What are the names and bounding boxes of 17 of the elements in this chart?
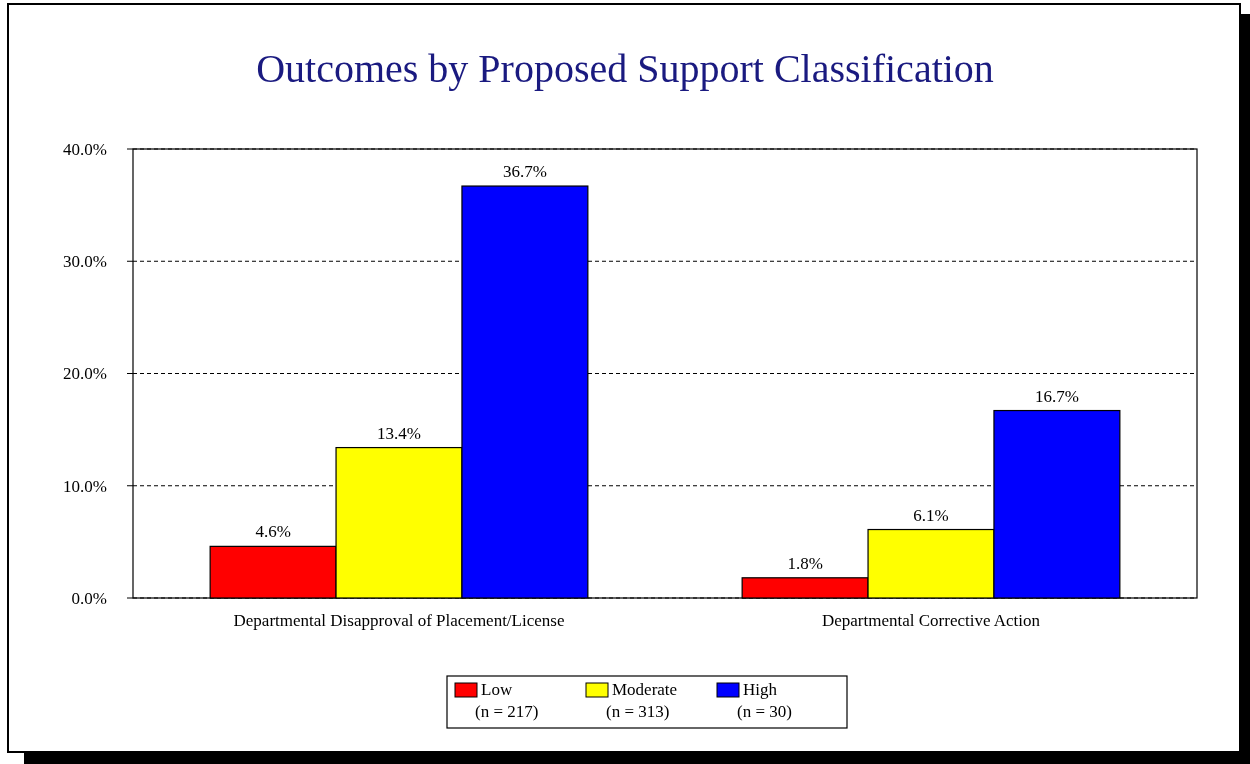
text: 16.7%: [1034, 386, 1079, 406]
legend-label: Moderate (n = 313): [606, 680, 678, 721]
text: 4.6%: [255, 522, 291, 542]
text: 6.1%: [913, 505, 949, 525]
chart-title: Outcomes by Proposed Support Classification: [256, 46, 994, 91]
y-tick-label: 0.0%: [71, 588, 107, 608]
legend-label: Low (n = 217): [475, 680, 539, 721]
legend-label: High (n = 30): [737, 680, 792, 721]
text: 36.7%: [502, 162, 547, 182]
y-tick-label: 10.0%: [63, 476, 107, 496]
y-tick-label: 30.0%: [63, 252, 107, 272]
y-tick-label: 20.0%: [63, 364, 107, 384]
y-tick-label: 40.0%: [63, 139, 107, 159]
x-tick-label: Departmental Corrective Action: [821, 611, 1041, 630]
text: 13.4%: [377, 423, 421, 443]
x-tick-label: Departmental Disapproval of Placement/License: [233, 611, 565, 630]
text: 1.8%: [787, 553, 823, 573]
